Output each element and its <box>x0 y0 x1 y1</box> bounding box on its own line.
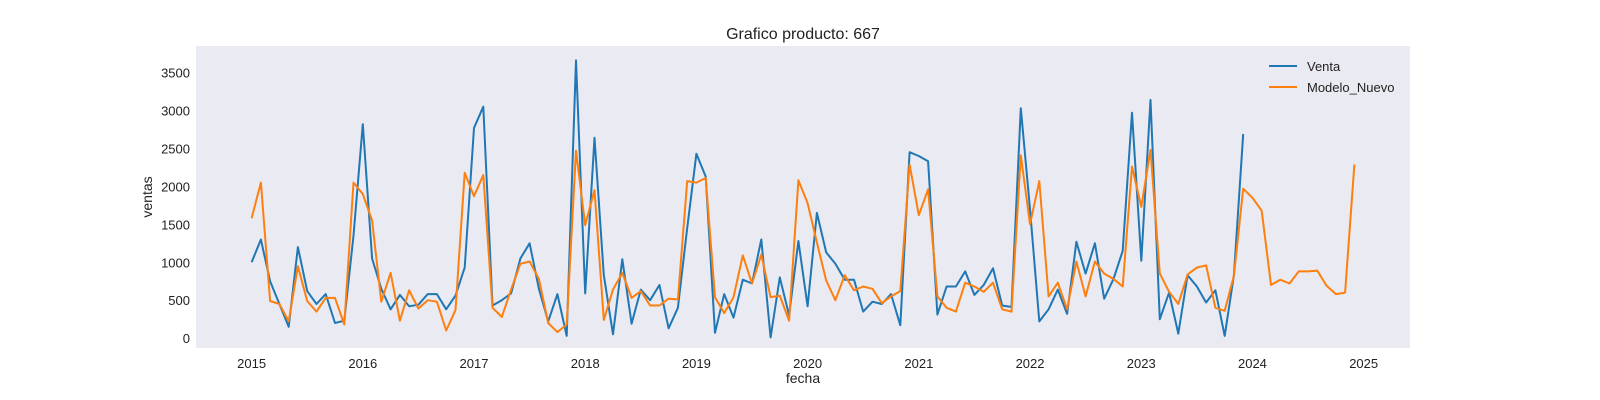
legend: Venta Modelo_Nuevo <box>1269 59 1394 95</box>
y-tick-label: 2500 <box>161 141 190 156</box>
legend-label: Modelo_Nuevo <box>1307 80 1394 95</box>
y-tick-label: 3500 <box>161 66 190 81</box>
x-tick-label: 2021 <box>904 356 933 371</box>
y-tick-label: 3000 <box>161 103 190 118</box>
legend-label: Venta <box>1307 59 1341 74</box>
x-tick-label: 2020 <box>793 356 822 371</box>
y-axis-label: ventas <box>139 176 155 217</box>
y-tick-label: 1000 <box>161 255 190 270</box>
x-tick-label: 2017 <box>460 356 489 371</box>
y-axis-ticks: 0 500 1000 1500 2000 2500 3000 3500 <box>161 66 190 347</box>
x-tick-label: 2023 <box>1127 356 1156 371</box>
x-axis-label: fecha <box>786 370 820 386</box>
x-tick-label: 2018 <box>571 356 600 371</box>
series-lines <box>250 59 1356 339</box>
y-tick-label: 2000 <box>161 179 190 194</box>
x-axis-ticks: 2015 2016 2017 2018 2019 2020 2021 2022 2023 2024… <box>237 356 1378 371</box>
plot-area <box>196 46 1410 348</box>
y-tick-label: 500 <box>168 293 190 308</box>
y-tick-label: 1500 <box>161 217 190 232</box>
x-tick-label: 2015 <box>237 356 266 371</box>
x-tick-label: 2025 <box>1349 356 1378 371</box>
x-tick-label: 2022 <box>1016 356 1045 371</box>
series-line-modelo-nuevo <box>250 149 1356 334</box>
chart-title: Grafico producto: 667 <box>726 26 880 43</box>
y-tick-label: 0 <box>183 331 190 346</box>
x-tick-label: 2019 <box>682 356 711 371</box>
x-tick-label: 2016 <box>348 356 377 371</box>
x-tick-label: 2024 <box>1238 356 1267 371</box>
